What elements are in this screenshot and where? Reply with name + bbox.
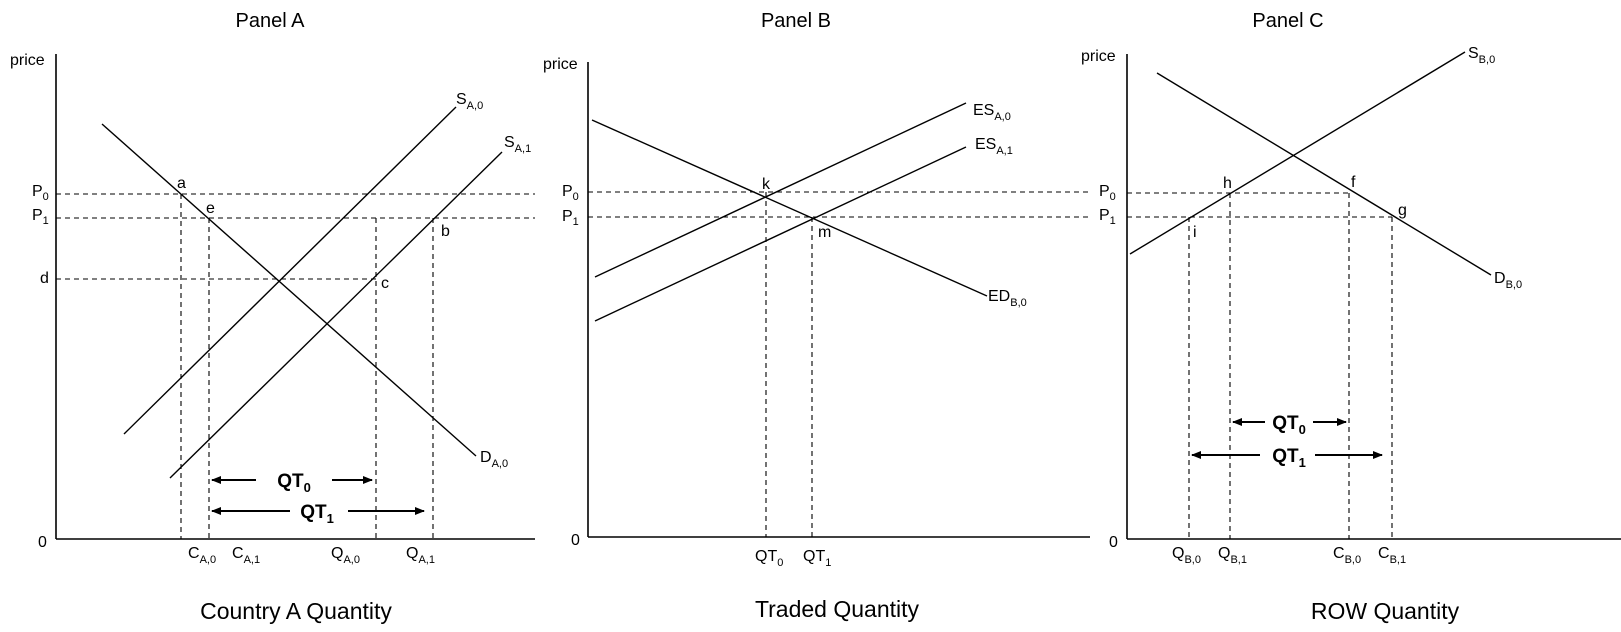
panel-a-p1-label: P1 — [32, 207, 49, 227]
panel-c-qt0-arrow: QT0 — [1232, 413, 1347, 437]
panel-b-tick-qt1: QT1 — [803, 548, 831, 569]
panel-a-d-label: d — [40, 270, 49, 287]
panel-b-point-k: k — [762, 176, 771, 193]
panel-c-guides — [1127, 192, 1393, 539]
panel-b-origin: 0 — [571, 532, 580, 549]
panel-a: Panel A price 0 SA,0 SA,1 DA,0 — [10, 10, 535, 624]
panel-b-axes — [587, 62, 1090, 538]
panel-a-point-a: a — [177, 175, 186, 192]
panel-a-title: Panel A — [236, 10, 306, 32]
panel-c-p0-label: P0 — [1099, 183, 1116, 203]
svg-text:QT0: QT0 — [277, 471, 311, 495]
panel-c-demand-label: DB,0 — [1494, 270, 1522, 291]
panel-c-qt1-arrow: QT1 — [1191, 446, 1383, 470]
panel-a-axes — [55, 54, 535, 540]
panel-c-title: Panel C — [1252, 10, 1323, 32]
panel-a-tick-qa0: QA,0 — [331, 545, 360, 566]
panel-c: Panel C price 0 SB,0 DB,0 P0 P1 — [1081, 10, 1621, 624]
panel-c-point-f: f — [1351, 174, 1356, 191]
panel-b-tick-qt0: QT0 — [755, 548, 783, 569]
panel-b-guides — [588, 191, 1090, 537]
panel-a-tick-ca0: CA,0 — [188, 545, 216, 566]
panel-a-p0-label: P0 — [32, 183, 49, 203]
panel-a-qt0-arrow: QT0 — [211, 471, 373, 495]
panel-c-point-h: h — [1223, 175, 1232, 192]
panel-c-y-label: price — [1081, 48, 1116, 65]
panel-c-tick-qb0: QB,0 — [1172, 545, 1201, 566]
panel-b-title: Panel B — [761, 10, 831, 32]
panel-b-excess-demand-curve — [591, 119, 988, 297]
panel-b-point-m: m — [818, 224, 831, 241]
panel-a-demand-label: DA,0 — [480, 449, 508, 470]
panel-c-tick-cb0: CB,0 — [1333, 545, 1361, 566]
panel-a-supply-curve-1 — [169, 151, 503, 479]
panel-c-tick-cb1: CB,1 — [1378, 545, 1406, 566]
panel-c-supply-curve — [1129, 51, 1466, 255]
panel-c-point-i: i — [1193, 224, 1197, 241]
panel-c-origin: 0 — [1109, 534, 1118, 551]
panel-c-x-title: ROW Quantity — [1311, 598, 1460, 624]
panel-a-origin: 0 — [38, 534, 47, 551]
panel-a-tick-ca1: CA,1 — [232, 545, 260, 566]
panel-b-ed0-label: EDB,0 — [988, 288, 1027, 309]
panel-c-point-g: g — [1398, 202, 1407, 219]
panel-c-demand-curve — [1156, 72, 1492, 276]
panel-c-p1-label: P1 — [1099, 207, 1116, 227]
panel-b-excess-supply-curve-1 — [594, 146, 967, 322]
panel-b-excess-supply-curve-0 — [594, 102, 967, 278]
panel-b-es1-label: ESA,1 — [975, 136, 1013, 157]
panel-b: Panel B price 0 ESA,0 ESA,1 EDB,0 P0 — [543, 10, 1090, 622]
panel-c-axes — [1126, 54, 1621, 540]
panel-a-supply-curve-0 — [123, 106, 457, 435]
panel-c-tick-qb1: QB,1 — [1218, 545, 1247, 566]
panel-a-supply-1-label: SA,1 — [504, 134, 531, 155]
panel-a-qt1-arrow: QT1 — [211, 502, 425, 526]
panel-a-y-label: price — [10, 52, 45, 69]
panel-a-point-b: b — [441, 223, 450, 240]
panel-a-supply-0-label: SA,0 — [456, 91, 483, 112]
panel-c-supply-label: SB,0 — [1468, 45, 1495, 66]
svg-text:QT1: QT1 — [1272, 446, 1306, 470]
panel-a-point-e: e — [206, 200, 215, 217]
panel-a-demand-curve — [101, 123, 477, 457]
svg-text:QT1: QT1 — [300, 502, 334, 526]
panel-b-es0-label: ESA,0 — [973, 102, 1011, 123]
panel-a-point-c: c — [381, 275, 389, 292]
panel-b-y-label: price — [543, 56, 578, 73]
panel-b-p0-label: P0 — [562, 183, 579, 203]
panel-a-guides — [56, 193, 535, 539]
panel-b-p1-label: P1 — [562, 208, 579, 228]
svg-text:QT0: QT0 — [1272, 413, 1306, 437]
panel-a-tick-qa1: QA,1 — [406, 545, 435, 566]
panel-a-x-title: Country A Quantity — [200, 598, 392, 624]
panel-b-x-title: Traded Quantity — [755, 596, 920, 622]
